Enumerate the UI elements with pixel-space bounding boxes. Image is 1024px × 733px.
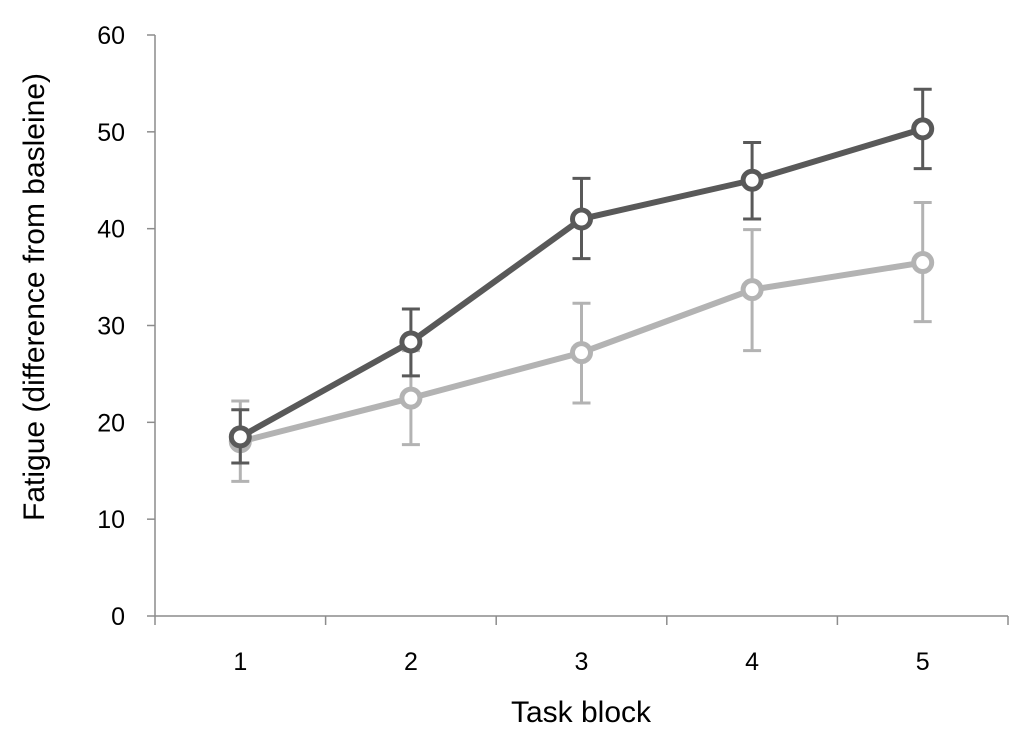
y-tick-label: 60 — [97, 22, 125, 50]
series-2 — [228, 201, 935, 483]
series-1 — [228, 87, 935, 465]
y-tick-label: 10 — [97, 506, 125, 534]
y-tick-label: 40 — [97, 216, 125, 244]
data-point — [911, 117, 935, 141]
x-tick-label: 5 — [916, 648, 930, 676]
x-axis: 1 2 3 4 5 — [154, 615, 1009, 676]
data-point — [399, 386, 423, 410]
y-axis-title: Fatigue (difference from basleine) — [18, 73, 51, 521]
x-axis-title: Task block — [511, 696, 652, 729]
y-tick-label: 20 — [97, 409, 125, 437]
series-layer — [228, 87, 935, 483]
data-point — [740, 168, 764, 192]
data-point — [570, 341, 593, 365]
y-tick-label: 0 — [111, 603, 125, 631]
x-tick-label: 2 — [404, 648, 418, 676]
data-point — [399, 330, 423, 354]
data-point — [570, 207, 593, 231]
x-tick-label: 1 — [233, 648, 247, 676]
data-point — [740, 278, 764, 302]
data-point — [228, 425, 252, 449]
y-axis: 0 10 20 30 40 50 60 — [97, 22, 156, 631]
data-point — [911, 251, 935, 275]
x-tick-label: 4 — [745, 648, 759, 676]
y-tick-label: 50 — [97, 119, 125, 147]
y-tick-label: 30 — [97, 313, 125, 341]
x-tick-label: 3 — [575, 648, 589, 676]
